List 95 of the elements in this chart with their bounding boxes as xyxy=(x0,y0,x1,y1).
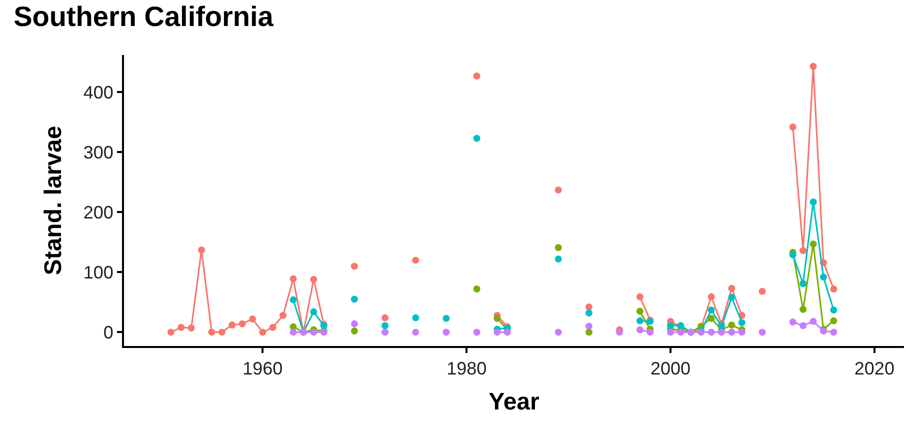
point xyxy=(789,318,796,326)
point xyxy=(810,318,817,325)
point xyxy=(585,328,592,336)
point xyxy=(718,328,725,336)
point xyxy=(554,186,562,194)
point xyxy=(708,328,715,336)
point xyxy=(382,322,389,330)
point xyxy=(248,316,256,322)
point xyxy=(789,251,796,258)
point xyxy=(412,328,420,336)
point xyxy=(758,288,766,295)
point xyxy=(820,274,827,280)
point xyxy=(718,322,725,330)
y-axis-title: Stand. larvae xyxy=(40,126,67,276)
y-tick-label: 0 xyxy=(103,322,114,342)
point xyxy=(789,124,796,130)
x-tick-label: 1960 xyxy=(242,358,283,379)
point xyxy=(178,324,185,331)
point xyxy=(238,320,246,328)
point xyxy=(494,314,501,322)
point xyxy=(382,328,389,336)
x-tick-label: 2000 xyxy=(650,358,691,379)
point xyxy=(280,312,287,319)
chart-title: Southern California xyxy=(14,1,274,32)
point xyxy=(442,328,450,336)
point xyxy=(646,328,654,336)
point xyxy=(350,320,358,328)
point xyxy=(636,293,644,300)
point xyxy=(259,328,266,336)
point xyxy=(198,246,205,254)
point xyxy=(758,328,766,336)
point xyxy=(208,328,216,336)
point xyxy=(228,322,236,328)
point xyxy=(350,296,358,303)
point xyxy=(800,322,807,330)
point xyxy=(636,317,644,324)
point xyxy=(218,328,226,336)
point xyxy=(738,328,746,336)
point xyxy=(728,328,736,336)
point xyxy=(830,306,838,314)
y-tick-label: 100 xyxy=(83,262,114,282)
x-tick-label: 2020 xyxy=(854,358,894,379)
point xyxy=(667,322,674,330)
point xyxy=(494,328,501,336)
y-tick-label: 200 xyxy=(83,202,114,222)
point xyxy=(350,262,358,270)
point xyxy=(554,256,562,262)
point xyxy=(585,322,592,330)
point xyxy=(636,308,644,315)
point xyxy=(810,62,817,70)
point xyxy=(554,328,562,336)
point xyxy=(290,328,297,336)
point xyxy=(830,286,838,292)
point xyxy=(728,284,736,292)
point xyxy=(290,296,297,304)
y-tick-label: 400 xyxy=(83,82,114,102)
point xyxy=(167,328,174,336)
point xyxy=(708,306,715,314)
point xyxy=(473,328,480,336)
point xyxy=(290,275,297,282)
point xyxy=(412,256,420,264)
point xyxy=(667,328,674,336)
point xyxy=(616,328,624,336)
point xyxy=(708,314,715,322)
x-axis-title: Year xyxy=(488,388,540,416)
point xyxy=(585,304,592,310)
point xyxy=(473,134,480,142)
point xyxy=(800,280,807,288)
point xyxy=(350,328,358,334)
point xyxy=(830,328,838,336)
point xyxy=(473,72,480,80)
point xyxy=(310,276,318,283)
point xyxy=(188,324,195,332)
point xyxy=(310,328,318,336)
point xyxy=(636,326,644,334)
point xyxy=(382,314,389,322)
point xyxy=(473,286,480,292)
point xyxy=(728,322,736,328)
point xyxy=(585,310,592,316)
point xyxy=(738,319,746,326)
point xyxy=(810,198,817,206)
point xyxy=(728,294,736,301)
point xyxy=(810,240,817,248)
point xyxy=(554,244,562,252)
point xyxy=(310,308,318,316)
point xyxy=(708,293,715,300)
point xyxy=(412,314,420,322)
point xyxy=(504,328,511,336)
point xyxy=(442,314,450,322)
point xyxy=(800,306,807,313)
x-tick-label: 1980 xyxy=(446,358,487,379)
point xyxy=(800,247,807,254)
y-tick-label: 300 xyxy=(83,142,114,162)
point xyxy=(269,324,276,331)
point xyxy=(830,317,838,324)
